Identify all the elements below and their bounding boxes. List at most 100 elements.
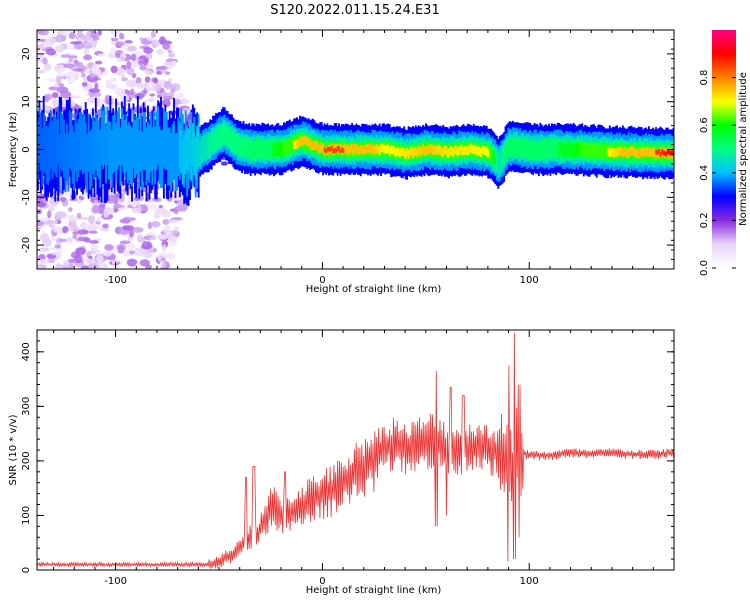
spectrogram-noise-blob (42, 57, 48, 65)
spectrogram-ridge-cell (539, 141, 542, 161)
spectrogram-noise-blob (113, 87, 126, 96)
spectrogram-noise-blob (103, 209, 110, 218)
spectrogram-ridge-cell (39, 112, 42, 171)
spectrogram-ridge-cell (665, 151, 668, 157)
spectrogram-ridge-cell (258, 139, 261, 159)
spectrogram-ridge-cell (67, 133, 70, 192)
spectrogram-noise-blob (162, 229, 171, 234)
spectrogram-ridge-cell (78, 112, 81, 171)
spectrogram-ridge-cell (222, 124, 225, 144)
spectrogram-ridge-cell (180, 130, 183, 174)
spectrogram-ridge-cell (458, 146, 461, 156)
snr-axis-ticks: -100 0 100 0 100 200 300 400 (21, 329, 675, 587)
spectrogram-ridge-cell (471, 145, 474, 154)
spectrogram-ridge-cell (301, 137, 304, 147)
spectrogram-ridge-cell (429, 144, 432, 153)
spectrogram-ridge-cell (119, 127, 122, 186)
spectrogram-ridge-cell (545, 140, 548, 160)
spectrogram-noise-blob (149, 93, 156, 97)
spectrogram-noise-blob (95, 254, 104, 264)
spectrogram-ridge-cell (401, 147, 404, 156)
spectrogram-ridge-cell (138, 129, 141, 189)
spectrogram-ridge-cell (572, 144, 575, 159)
spectrogram-ridge-cell (585, 144, 588, 159)
spectrogram-ridge-cell (659, 146, 662, 156)
spectrogram-ridge-cell (362, 145, 365, 155)
spectrogram-ridge-cell (626, 149, 629, 158)
spectrogram-ridge-cell (533, 141, 536, 161)
spectrogram-ridge-cell (558, 141, 561, 156)
spectrogram-noise-blob (39, 30, 49, 36)
spectrogram-noise-blob (56, 86, 69, 94)
spectrogram-ridge-cell (226, 127, 229, 147)
spectrogram-ridge-cell (469, 143, 472, 153)
spectrogram-ridge-cell (566, 144, 569, 159)
spectrogram-ridge-cell (439, 146, 442, 155)
spectrogram-ridge-cell (87, 113, 90, 172)
spectrogram-noise-blob (77, 236, 90, 242)
spectrogram-ridge-cell (329, 146, 332, 152)
spectrogram-noise-blob (142, 57, 149, 66)
spectrogram-noise-blob (177, 204, 188, 212)
spectrogram-ridge-cell (445, 145, 448, 155)
spectrogram-ridge-cell (320, 144, 323, 154)
spectrogram-noise-blob (161, 98, 171, 108)
spectrogram-ridge-cell (543, 138, 546, 158)
spectrogram-ridge-cell (248, 138, 251, 158)
spectrogram-ridge-cell (568, 141, 571, 156)
spectrogram-ridge-cell (451, 146, 453, 156)
spectrogram-ridge-cell (655, 149, 658, 155)
spectrogram-noise-blob (162, 225, 172, 230)
spectrogram-ridge-cell (189, 120, 191, 164)
spectrogram-noise-blob (110, 37, 119, 42)
spectrogram-ridge-cell (436, 146, 439, 155)
spectrogram-ridge-cell (197, 123, 200, 167)
spectrogram-noise-blob (102, 223, 109, 229)
spectrogram-ridge-cell (423, 147, 426, 157)
spectrogram-ridge-cell (540, 140, 543, 160)
spectrogram-ridge-cell (103, 106, 106, 165)
colorbar-gradient (712, 30, 736, 268)
spectrogram-noise-blob (104, 244, 114, 251)
spectrogram-ridge-cell (420, 146, 423, 156)
spectrogram-ridge-cell (225, 125, 228, 145)
spectrogram-ridge-cell (430, 144, 433, 153)
spectrogram-ridge-cell (393, 146, 396, 155)
spectrogram-noise-blob (119, 56, 125, 60)
spectrogram-ridge-cell (443, 145, 446, 155)
spectrogram-noise-blob (37, 263, 47, 269)
spectrogram-ridge-cell (123, 119, 126, 178)
spectrogram-ridge-cell (73, 132, 76, 191)
spectrogram-noise-blob (62, 226, 69, 234)
spectrogram-ridge-cell (323, 147, 326, 153)
spectrogram-ridge-cell (77, 118, 80, 178)
spectrogram-ridge-cell (316, 141, 319, 151)
spectrogram-ridge-cell (264, 140, 267, 160)
spectrogram-noise-blob (161, 244, 167, 251)
spectrogram-noise-blob (64, 188, 73, 197)
spectrogram-noise-blob (121, 77, 129, 82)
spectrogram-ridge-cell (591, 143, 594, 158)
spectrogram-ridge-cell (529, 140, 532, 161)
spectrogram-ridge-cell (314, 140, 317, 150)
spectrogram-ridge-cell (549, 139, 552, 159)
spectrogram-ridge-cell (396, 147, 398, 157)
spectrogram-noise-blob (127, 259, 138, 263)
spectrogram-ridge-cell (332, 148, 335, 154)
spectrogram-ridge-cell (190, 138, 193, 182)
spectrogram-ridge-cell (440, 148, 443, 158)
spectrogram-ridge-cell (514, 138, 517, 158)
spectrogram-ridge-cell (493, 152, 495, 166)
spectrogram-ridge-cell (378, 146, 381, 156)
spectrogram-ridge-cell (588, 144, 591, 159)
spectrogram-ridge-cell (297, 138, 300, 148)
spectrogram-ridge-cell (582, 141, 585, 156)
spectrogram-noise-blob (68, 207, 73, 212)
spectrogram-ridge-cell (149, 113, 152, 172)
spectrogram-noise-blob (135, 77, 142, 85)
spectrogram-noise-blob (126, 243, 135, 251)
spectrogram-x-axis-label: Height of straight line (km) (306, 284, 442, 295)
spectrogram-ridge-cell (210, 132, 213, 152)
spectrogram-ridge-cell (38, 107, 41, 166)
spectrogram-ridge-cell (433, 146, 436, 155)
